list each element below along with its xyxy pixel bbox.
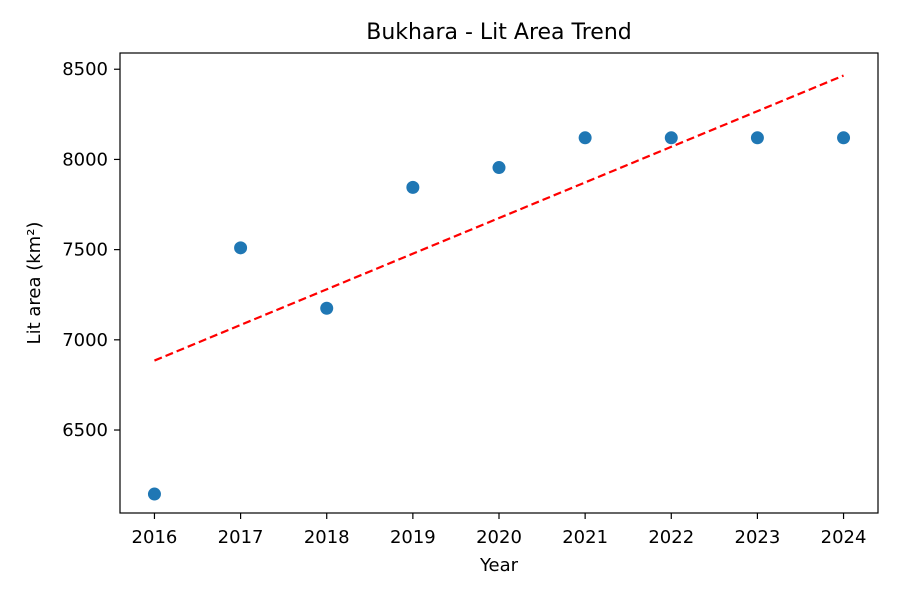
x-tick-label: 2019 [390,527,436,548]
trend-layer [154,74,844,362]
plot-frame [119,52,879,514]
x-tick-label: 2022 [648,527,694,548]
data-point [492,161,506,175]
x-tick-label: 2020 [476,527,522,548]
x-tick-label: 2024 [821,527,867,548]
chart-title: Bukhara - Lit Area Trend [366,20,631,45]
data-point [578,131,592,145]
data-point [406,180,420,194]
data-point [837,131,851,145]
y-tick-label: 7500 [62,240,108,261]
points-layer [147,131,851,501]
y-tick-label: 8000 [62,149,108,170]
data-point [750,131,764,145]
trend-line [154,74,844,362]
data-point [234,241,248,255]
data-point [147,487,161,501]
y-axis: 6500 7000 7500 8000 8500 [62,59,120,441]
x-tick-label: 2023 [735,527,781,548]
y-axis-label: Lit area (km²) [24,222,45,345]
x-tick-label: 2017 [218,527,264,548]
plot-area [119,52,879,514]
x-tick-label: 2018 [304,527,350,548]
y-tick-label: 7000 [62,330,108,351]
x-axis: 2016 2017 2018 2019 2020 2021 2022 2023 2024 [132,513,867,548]
y-tick-label: 8500 [62,59,108,80]
data-point [320,301,334,315]
x-tick-label: 2021 [562,527,608,548]
x-axis-label: Year [479,555,519,576]
data-point [664,131,678,145]
y-tick-label: 6500 [62,420,108,441]
x-tick-label: 2016 [132,527,178,548]
